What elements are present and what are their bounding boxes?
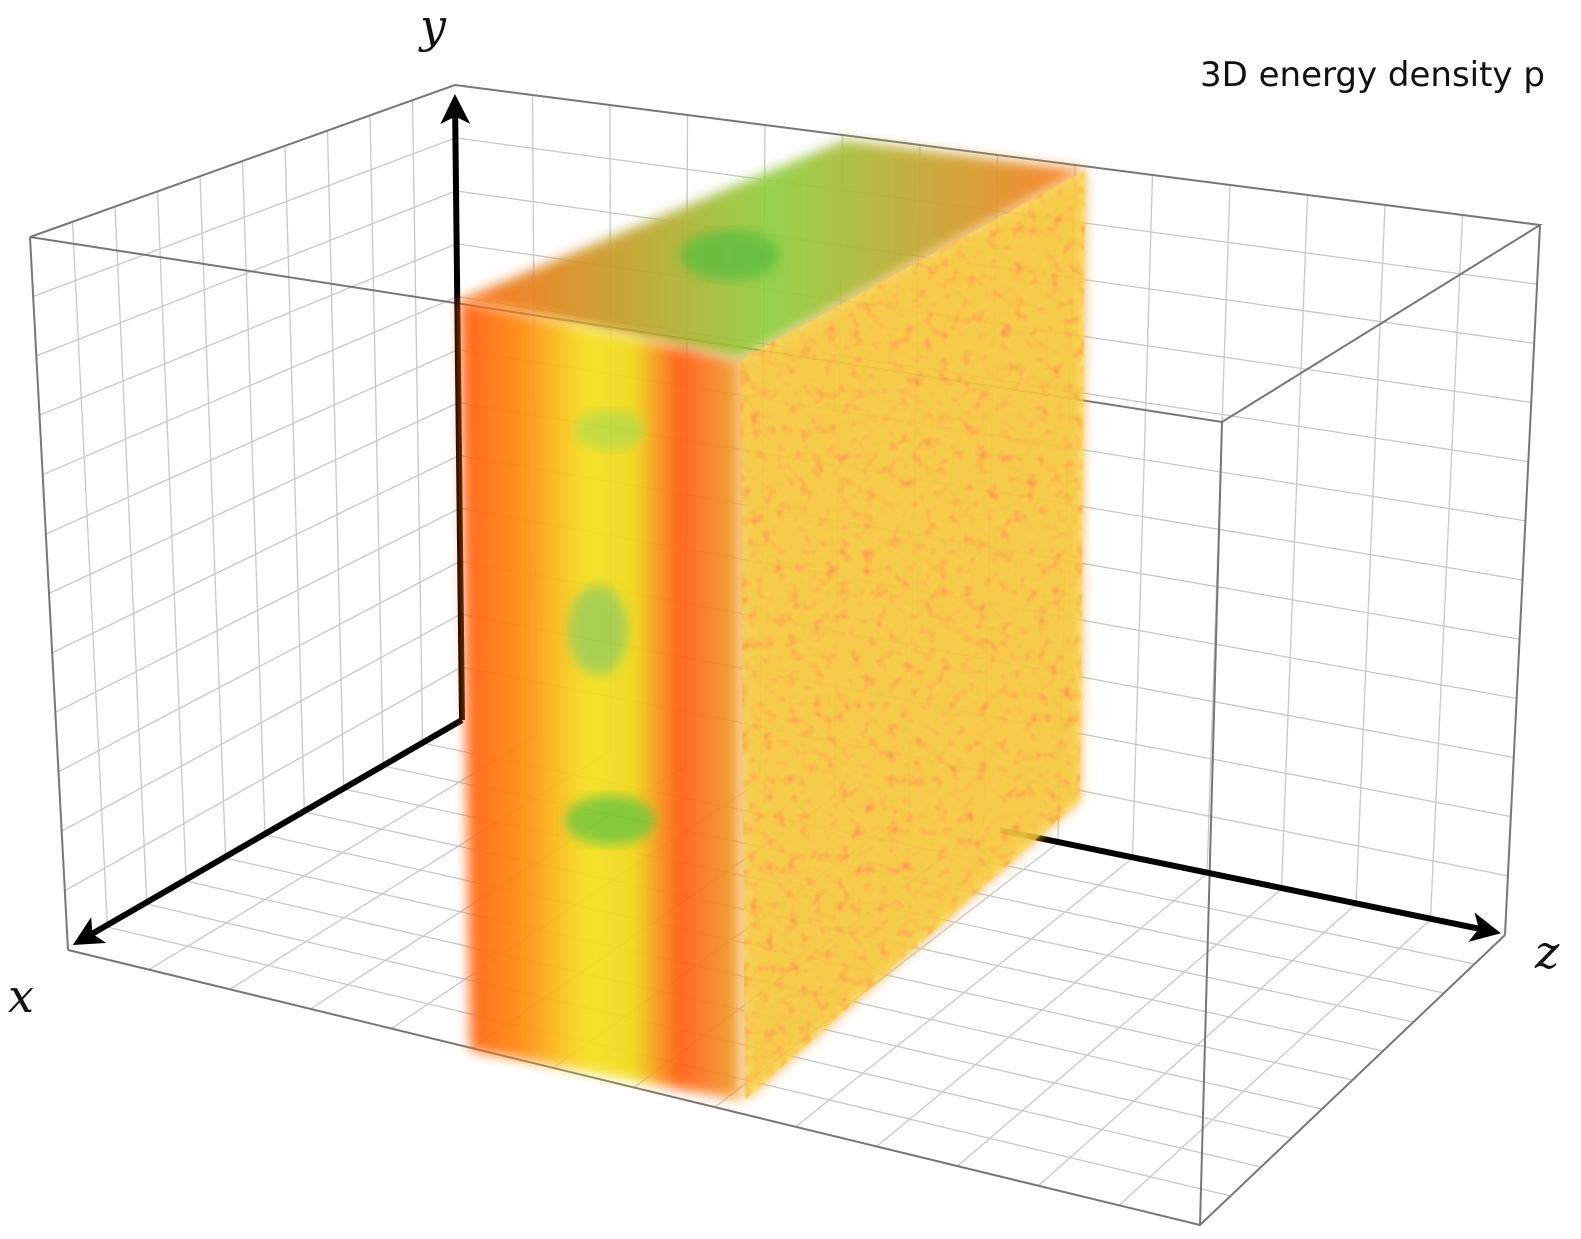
grid-line	[36, 191, 456, 356]
box-edge	[1200, 422, 1222, 1225]
green-spot	[575, 410, 645, 450]
x-arrow	[78, 720, 462, 942]
x-axis-label: x	[8, 969, 34, 1023]
volume-render: y x z 3D energy density p	[0, 0, 1581, 1239]
y-axis-label: y	[418, 0, 447, 53]
green-spot	[680, 230, 780, 280]
grid-line	[59, 561, 461, 772]
grid-line	[52, 455, 459, 653]
box-edge	[1505, 225, 1540, 935]
grid-line	[1038, 904, 1356, 1185]
grid-line	[49, 403, 459, 594]
grid-line	[1119, 920, 1430, 1206]
caption: 3D energy density p	[1200, 55, 1545, 95]
grid-line	[46, 350, 458, 534]
z-axis-label: z	[1534, 925, 1560, 979]
green-spot	[565, 795, 655, 845]
green-spot	[568, 585, 628, 675]
grid-line	[43, 297, 458, 475]
grid-line	[65, 667, 462, 891]
grid-line	[62, 614, 461, 831]
y-arrow	[455, 100, 462, 720]
grid-line	[55, 508, 459, 712]
energy-slab	[460, 140, 1085, 1100]
box-edge	[30, 237, 68, 950]
page: y x z 3D energy density p (() => { const…	[0, 0, 1581, 1239]
grid-line	[33, 138, 455, 296]
